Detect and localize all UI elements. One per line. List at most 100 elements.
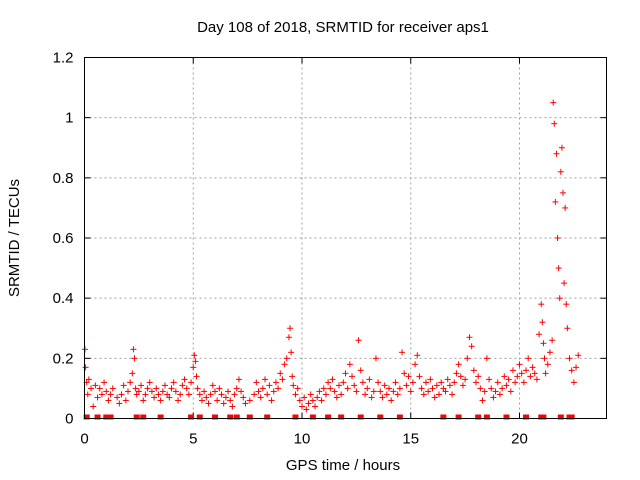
data-point xyxy=(283,355,290,362)
data-point xyxy=(442,388,449,395)
x-tick-label: 0 xyxy=(80,431,88,448)
zero-value-marker xyxy=(568,414,575,420)
data-point xyxy=(552,198,559,205)
data-point xyxy=(536,331,543,338)
data-point xyxy=(349,373,356,380)
data-point xyxy=(488,385,495,392)
data-point xyxy=(563,301,570,308)
y-axis-label: SRMTID / TECUs xyxy=(6,179,23,297)
data-point xyxy=(301,394,308,401)
data-point xyxy=(558,144,565,151)
data-point xyxy=(501,373,508,380)
data-point xyxy=(168,385,175,392)
data-point xyxy=(331,388,338,395)
x-tick-label: 15 xyxy=(402,431,419,448)
zero-value-marker xyxy=(107,414,114,420)
data-point xyxy=(262,376,269,383)
data-point xyxy=(185,391,192,398)
data-point xyxy=(116,400,123,407)
data-point xyxy=(561,280,568,287)
data-point xyxy=(225,388,232,395)
data-point xyxy=(362,391,369,398)
data-point xyxy=(279,376,286,383)
data-point xyxy=(422,379,429,386)
data-point xyxy=(233,385,240,392)
data-point xyxy=(146,379,153,386)
data-point xyxy=(562,204,569,211)
data-point xyxy=(379,394,386,401)
zero-value-marker xyxy=(309,414,316,420)
data-point xyxy=(222,394,229,401)
zero-value-marker xyxy=(103,414,110,420)
data-point xyxy=(166,394,173,401)
data-point xyxy=(399,349,406,356)
zero-value-marker xyxy=(338,414,345,420)
zero-value-marker xyxy=(212,414,218,420)
data-point xyxy=(540,340,547,347)
zero-value-marker xyxy=(396,414,403,420)
data-point xyxy=(390,388,397,395)
data-point xyxy=(366,376,373,383)
y-tick-label: 0.4 xyxy=(53,290,74,307)
data-point xyxy=(190,364,197,371)
data-point xyxy=(142,391,149,398)
data-point xyxy=(542,370,549,377)
data-point xyxy=(444,376,451,383)
data-point xyxy=(557,168,564,175)
data-point xyxy=(468,343,475,350)
data-point xyxy=(381,382,388,389)
data-point xyxy=(538,301,545,308)
x-tick-label: 20 xyxy=(511,431,528,448)
data-point xyxy=(407,388,414,395)
data-point xyxy=(118,391,125,398)
data-point xyxy=(351,382,358,389)
data-point xyxy=(412,361,419,368)
zero-value-marker xyxy=(227,414,234,420)
data-point xyxy=(527,373,534,380)
x-tick-label: 10 xyxy=(294,431,311,448)
data-point xyxy=(555,265,562,272)
data-point xyxy=(177,391,184,398)
data-point xyxy=(203,394,210,401)
data-point xyxy=(507,388,514,395)
data-point xyxy=(105,397,112,404)
data-point xyxy=(440,385,447,392)
data-point xyxy=(270,388,277,395)
data-point xyxy=(272,379,279,386)
data-point xyxy=(114,394,121,401)
data-point xyxy=(409,379,416,386)
data-point xyxy=(436,391,443,398)
zero-value-marker xyxy=(440,414,447,420)
data-point xyxy=(153,385,160,392)
data-point xyxy=(172,388,179,395)
data-point xyxy=(159,388,166,395)
data-point xyxy=(188,379,195,386)
data-point xyxy=(327,385,334,392)
data-point xyxy=(514,373,521,380)
data-point xyxy=(392,379,399,386)
zero-value-marker xyxy=(94,414,101,420)
data-point xyxy=(92,382,99,389)
data-point xyxy=(318,397,325,404)
data-point xyxy=(531,370,538,377)
data-point xyxy=(268,397,275,404)
data-point xyxy=(523,367,530,374)
data-point xyxy=(377,388,384,395)
data-point xyxy=(481,388,488,395)
zero-value-marker xyxy=(483,414,490,420)
data-point xyxy=(130,346,137,353)
zero-value-marker xyxy=(233,414,240,420)
data-point xyxy=(357,367,364,374)
data-point xyxy=(287,325,294,332)
data-point xyxy=(520,379,527,386)
data-point xyxy=(554,235,561,241)
data-point xyxy=(401,370,408,377)
data-point xyxy=(201,388,208,395)
data-point xyxy=(420,391,427,398)
data-point xyxy=(155,391,162,398)
zero-value-marker xyxy=(196,414,203,420)
data-point xyxy=(490,394,497,401)
data-point xyxy=(451,379,458,386)
zero-value-marker xyxy=(357,414,364,420)
